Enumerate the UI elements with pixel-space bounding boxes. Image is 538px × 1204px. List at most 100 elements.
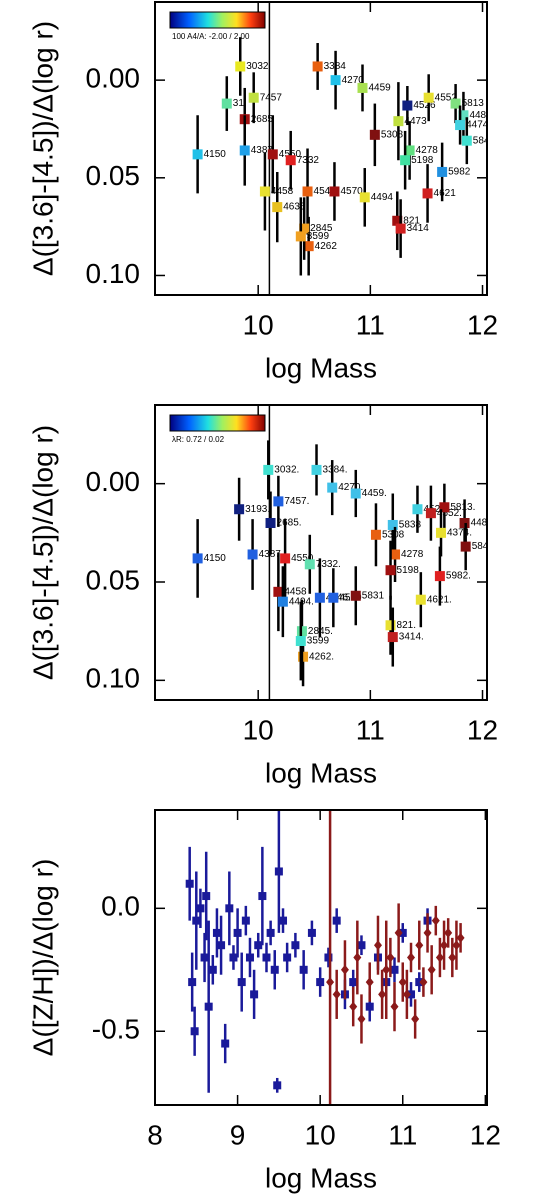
point-label: 4526.	[423, 504, 448, 515]
point	[422, 188, 433, 199]
point-label: 4473	[404, 116, 427, 127]
point	[395, 223, 406, 234]
x-tick-label: 9	[230, 1119, 246, 1150]
y-tick-label: 0.10	[86, 663, 141, 694]
point	[393, 116, 404, 127]
point-label: 4262	[315, 241, 338, 252]
point-label: 821	[403, 215, 420, 226]
point	[221, 1039, 230, 1048]
point-label: 821.	[397, 620, 416, 631]
point	[330, 75, 341, 86]
point	[390, 1001, 399, 1012]
point	[192, 149, 203, 160]
point	[237, 978, 246, 987]
point	[359, 192, 370, 203]
point	[265, 518, 276, 528]
point	[303, 241, 314, 252]
point	[204, 1002, 213, 1011]
point-label: 5831	[362, 590, 385, 601]
y-tick-label: 0.00	[86, 466, 141, 497]
point	[412, 504, 423, 515]
point	[431, 915, 440, 926]
point	[407, 990, 416, 999]
point	[439, 502, 450, 513]
colorbar-label: 100 A4/A: -2.00 / 2.00	[172, 32, 250, 41]
point	[202, 892, 211, 901]
frame	[154, 809, 488, 1106]
point-label: 5982.	[446, 571, 471, 582]
point	[234, 504, 245, 515]
point	[233, 928, 242, 937]
point	[440, 940, 449, 951]
point-label: 3599	[307, 231, 330, 242]
point	[435, 952, 444, 963]
point	[423, 927, 432, 938]
point	[400, 155, 411, 166]
point	[350, 590, 361, 601]
point	[404, 145, 415, 156]
point	[427, 964, 436, 975]
point	[280, 553, 291, 564]
point	[357, 941, 366, 950]
panel: 3032. 3384. 4270.4459. 3193. 7457. 2685. 4526.…	[27, 404, 498, 788]
point-label: 4552	[435, 92, 458, 103]
point	[415, 978, 424, 987]
point-label: 3193.	[245, 504, 270, 515]
point	[382, 964, 391, 975]
point	[425, 508, 436, 519]
point-label: 4546	[314, 186, 337, 197]
point	[258, 892, 267, 901]
point	[291, 941, 300, 950]
x-tick-label: 12	[467, 714, 498, 745]
point	[188, 978, 197, 987]
point	[460, 541, 471, 552]
y-tick-label: 0.00	[86, 63, 141, 94]
point	[283, 953, 292, 962]
point-label: 2845.	[308, 626, 333, 637]
point	[450, 98, 461, 109]
point	[398, 928, 407, 937]
x-tick-label: 10	[243, 714, 274, 745]
point	[327, 482, 338, 493]
point	[398, 977, 407, 988]
point-label: 4474	[466, 120, 489, 131]
panel: 8 9 10 11 12 0.0 -0.5 log Mass Δ([Z/H])/Δ(log r)	[27, 809, 501, 1193]
point	[302, 186, 313, 197]
point	[444, 927, 453, 938]
point-label: 5838	[399, 520, 422, 531]
point	[295, 231, 306, 242]
point-label: 4621	[434, 188, 457, 199]
point	[455, 120, 466, 131]
point	[394, 927, 403, 938]
point-label: 4570	[339, 592, 362, 603]
point	[267, 149, 278, 160]
point-label: 3414	[407, 223, 430, 234]
point-label: 4494	[371, 192, 394, 203]
point	[299, 223, 310, 234]
point-label: 4270	[342, 75, 365, 86]
point	[266, 928, 275, 937]
frame	[154, 404, 488, 701]
colorbar	[169, 11, 266, 29]
point-label: 4459	[369, 83, 392, 94]
point	[385, 620, 396, 631]
point	[402, 100, 413, 111]
point-label: 4459.	[362, 488, 387, 499]
x-tick-label: 10	[243, 309, 274, 340]
point-label: 4550	[291, 553, 314, 564]
x-axis-label: log Mass	[265, 1162, 377, 1193]
point-label: 4270.	[338, 482, 363, 493]
point	[229, 953, 238, 962]
point	[423, 92, 434, 103]
point	[299, 965, 308, 974]
point	[192, 916, 201, 925]
x-tick-label: 10	[305, 1119, 336, 1150]
point-label: 3032	[246, 61, 269, 72]
point	[263, 464, 274, 475]
point-label: 31	[233, 98, 245, 109]
point-label: 5813	[462, 98, 485, 109]
point	[458, 110, 469, 121]
point	[387, 519, 398, 530]
point	[332, 916, 341, 925]
